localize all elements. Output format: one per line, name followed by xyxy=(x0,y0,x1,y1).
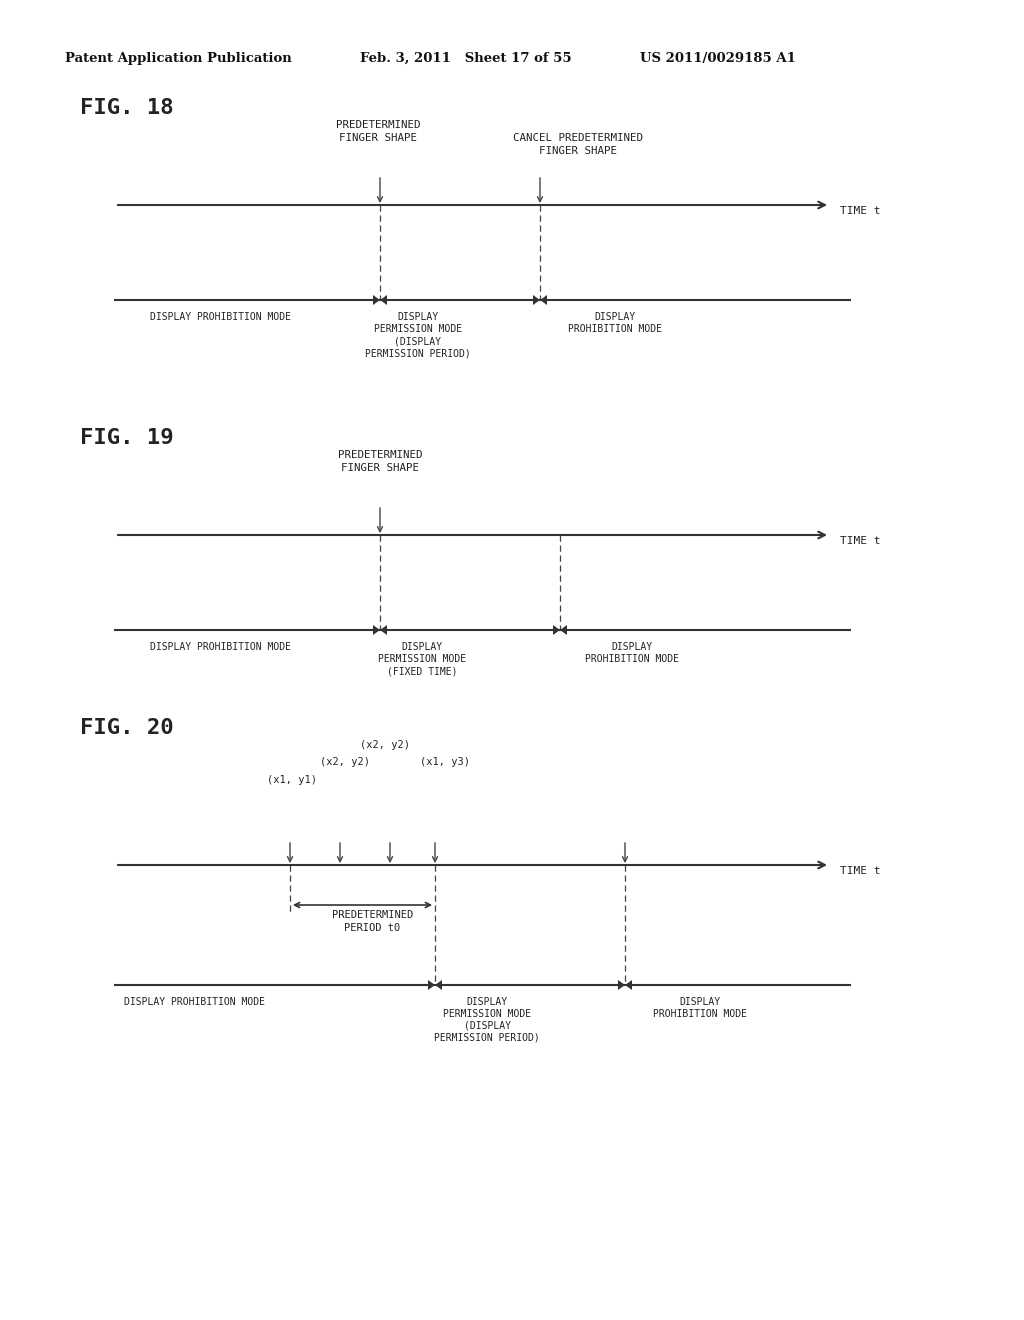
Text: (FIXED TIME): (FIXED TIME) xyxy=(387,667,458,676)
Text: (DISPLAY: (DISPLAY xyxy=(394,337,441,346)
Text: DISPLAY: DISPLAY xyxy=(611,642,652,652)
Text: PERMISSION MODE: PERMISSION MODE xyxy=(378,653,466,664)
Polygon shape xyxy=(560,624,567,635)
Text: (x1, y1): (x1, y1) xyxy=(267,775,317,785)
Text: PROHIBITION MODE: PROHIBITION MODE xyxy=(568,323,662,334)
Text: PROHIBITION MODE: PROHIBITION MODE xyxy=(585,653,679,664)
Text: DISPLAY PROHIBITION MODE: DISPLAY PROHIBITION MODE xyxy=(150,642,291,652)
Text: CANCEL PREDETERMINED: CANCEL PREDETERMINED xyxy=(513,133,643,143)
Polygon shape xyxy=(380,294,387,305)
Text: PREDETERMINED: PREDETERMINED xyxy=(332,909,413,920)
Text: PERIOD t0: PERIOD t0 xyxy=(344,923,400,933)
Polygon shape xyxy=(373,624,380,635)
Text: DISPLAY: DISPLAY xyxy=(401,642,442,652)
Text: FIG. 20: FIG. 20 xyxy=(80,718,174,738)
Text: PERMISSION MODE: PERMISSION MODE xyxy=(374,323,462,334)
Text: PERMISSION MODE: PERMISSION MODE xyxy=(443,1008,531,1019)
Text: FINGER SHAPE: FINGER SHAPE xyxy=(341,463,419,473)
Text: PREDETERMINED: PREDETERMINED xyxy=(336,120,420,129)
Polygon shape xyxy=(618,979,625,990)
Text: Patent Application Publication: Patent Application Publication xyxy=(65,51,292,65)
Text: PERMISSION PERIOD): PERMISSION PERIOD) xyxy=(366,348,471,358)
Text: (x2, y2): (x2, y2) xyxy=(360,741,410,750)
Text: (x2, y2): (x2, y2) xyxy=(319,756,370,767)
Polygon shape xyxy=(428,979,435,990)
Text: US 2011/0029185 A1: US 2011/0029185 A1 xyxy=(640,51,796,65)
Text: DISPLAY: DISPLAY xyxy=(397,312,438,322)
Text: Feb. 3, 2011   Sheet 17 of 55: Feb. 3, 2011 Sheet 17 of 55 xyxy=(360,51,571,65)
Text: DISPLAY: DISPLAY xyxy=(680,997,721,1007)
Text: PERMISSION PERIOD): PERMISSION PERIOD) xyxy=(434,1034,540,1043)
Text: DISPLAY: DISPLAY xyxy=(467,997,508,1007)
Text: TIME t: TIME t xyxy=(840,206,881,216)
Text: FINGER SHAPE: FINGER SHAPE xyxy=(539,147,617,156)
Text: FIG. 19: FIG. 19 xyxy=(80,428,174,447)
Polygon shape xyxy=(534,294,540,305)
Polygon shape xyxy=(553,624,560,635)
Polygon shape xyxy=(435,979,442,990)
Text: DISPLAY: DISPLAY xyxy=(595,312,636,322)
Polygon shape xyxy=(373,294,380,305)
Text: FINGER SHAPE: FINGER SHAPE xyxy=(339,133,417,143)
Text: TIME t: TIME t xyxy=(840,866,881,876)
Text: PREDETERMINED: PREDETERMINED xyxy=(338,450,422,459)
Text: PROHIBITION MODE: PROHIBITION MODE xyxy=(653,1008,746,1019)
Text: TIME t: TIME t xyxy=(840,536,881,546)
Text: DISPLAY PROHIBITION MODE: DISPLAY PROHIBITION MODE xyxy=(150,312,291,322)
Text: (DISPLAY: (DISPLAY xyxy=(464,1020,511,1031)
Text: (x1, y3): (x1, y3) xyxy=(420,756,470,767)
Text: DISPLAY PROHIBITION MODE: DISPLAY PROHIBITION MODE xyxy=(125,997,265,1007)
Polygon shape xyxy=(625,979,632,990)
Polygon shape xyxy=(380,624,387,635)
Text: FIG. 18: FIG. 18 xyxy=(80,98,174,117)
Polygon shape xyxy=(540,294,547,305)
